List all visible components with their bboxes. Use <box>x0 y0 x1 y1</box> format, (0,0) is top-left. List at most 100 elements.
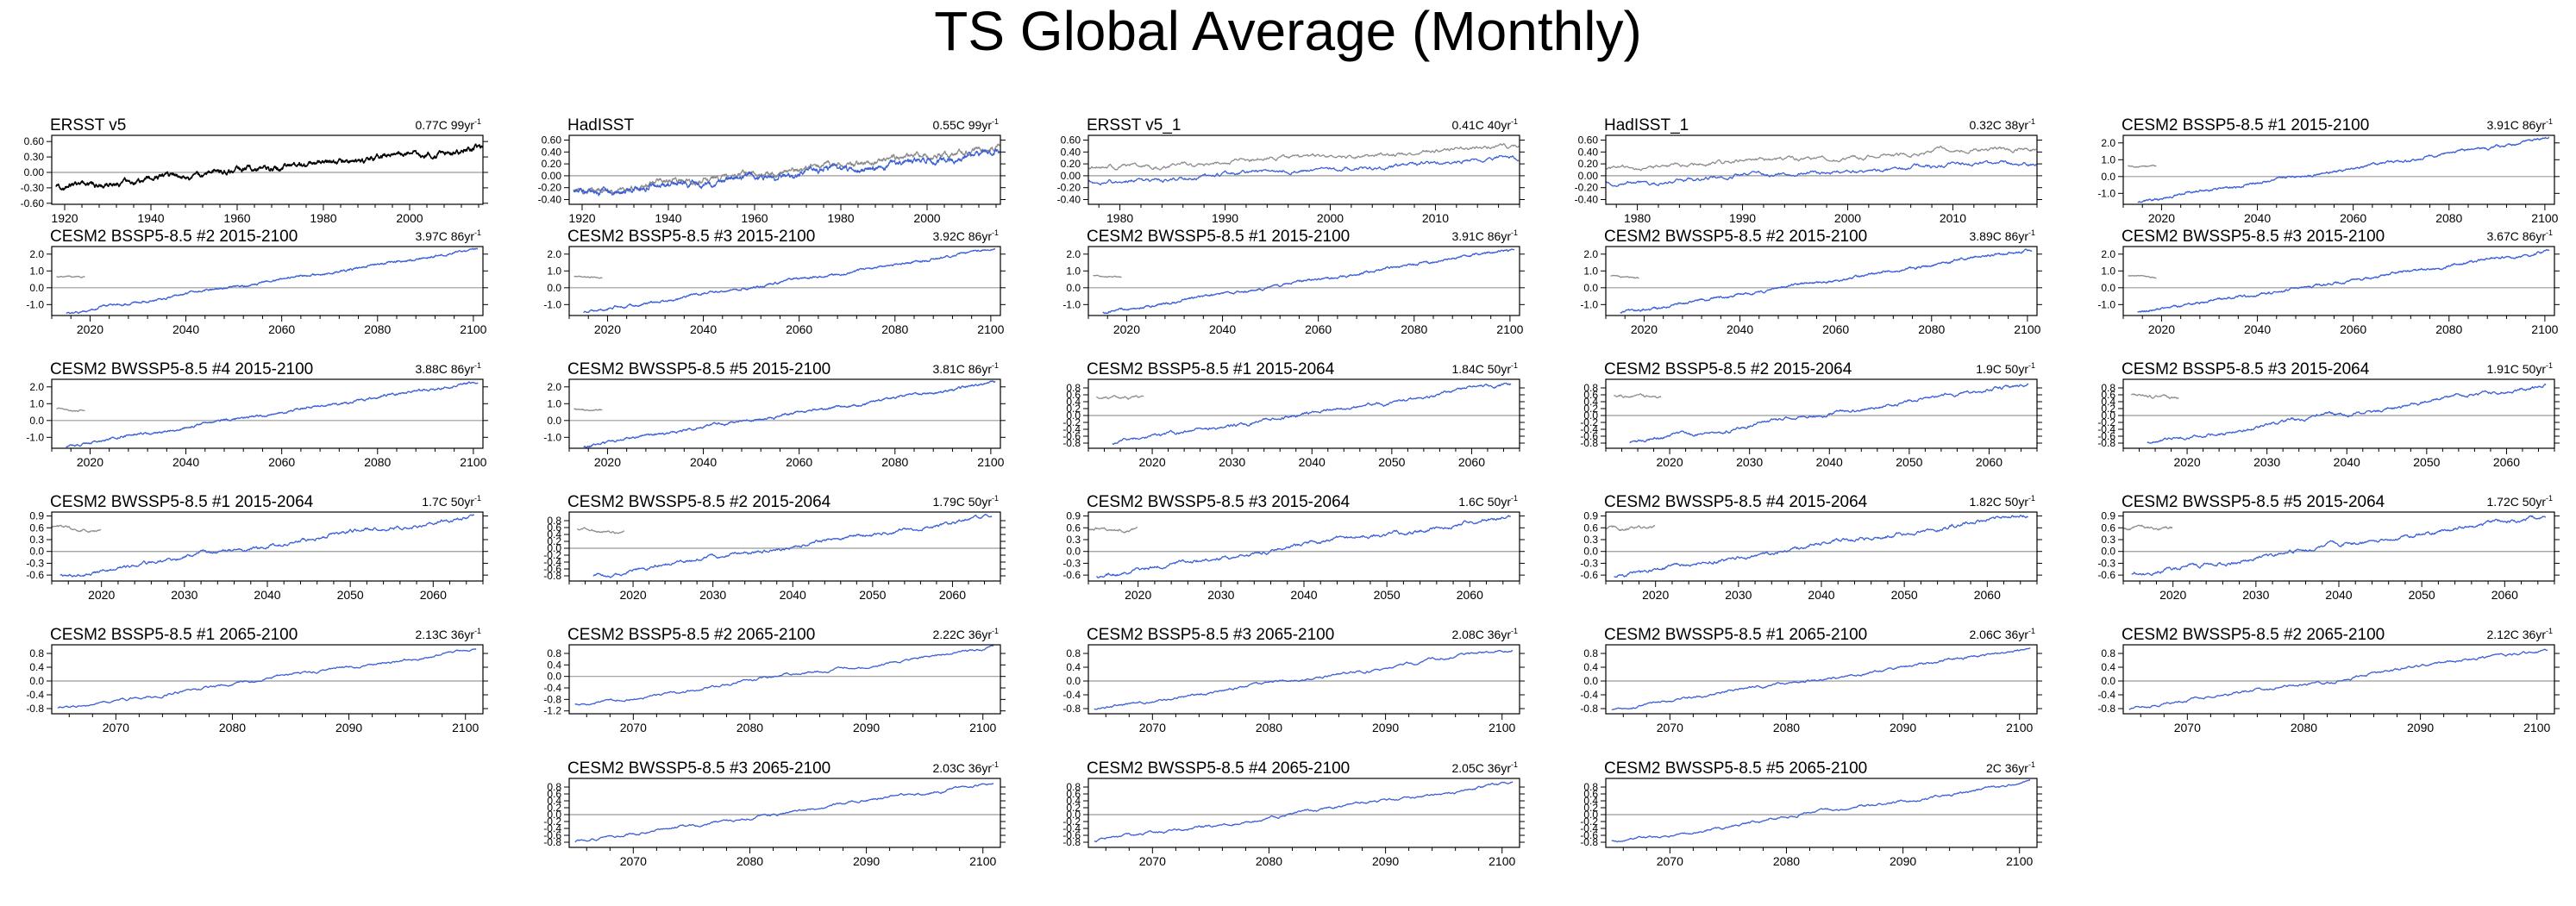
x-tick-label: 2060 <box>2340 322 2366 336</box>
plot-frame <box>568 644 1001 715</box>
trend-label: 0.32C 38yr-1 <box>1970 117 2036 132</box>
y-tick-label: 0.0 <box>29 546 44 558</box>
y-tick-label: 0.60 <box>542 134 562 147</box>
panel-12: CESM2 BWSSP5-8.5 #5 2015-2100 3.81C 86yr-… <box>543 360 1006 469</box>
x-tick-label: 2100 <box>460 322 486 336</box>
x-tick-label: 2100 <box>2014 322 2040 336</box>
x-tick-label: 1990 <box>1729 211 1756 225</box>
x-tick-label: 2040 <box>1209 322 1236 336</box>
y-tick-label: 2.0 <box>29 381 44 393</box>
y-tick-label: 0.8 <box>2101 647 2115 659</box>
y-tick-label: -1.0 <box>543 298 561 310</box>
y-tick-label: -0.6 <box>1580 829 1598 841</box>
y-tick-label: 0.4 <box>1066 795 1081 807</box>
x-tick-label: 2090 <box>853 721 880 734</box>
plot-frame <box>51 134 484 205</box>
y-tick-label: 0.20 <box>1578 158 1599 170</box>
x-tick-label: 2020 <box>1138 455 1165 469</box>
y-tick-label: 0.0 <box>2101 546 2115 558</box>
y-tick-label: -0.3 <box>1062 557 1081 569</box>
panel-title: CESM2 BWSSP5-8.5 #4 2065-2100 <box>1087 759 1350 778</box>
y-tick-label: -0.2 <box>1580 815 1598 828</box>
series-line-ref <box>1088 142 1520 171</box>
trend-label: 2.03C 36yr-1 <box>933 760 1000 775</box>
y-tick-label: -0.8 <box>1580 437 1598 449</box>
x-tick-label: 2050 <box>1896 455 1922 469</box>
panel-title: CESM2 BSSP5-8.5 #3 2015-2100 <box>567 228 815 246</box>
x-tick-label: 2020 <box>1125 588 1151 602</box>
x-tick-label: 2100 <box>2531 211 2558 225</box>
y-tick-label: -1.0 <box>26 431 44 443</box>
y-tick-label: 2.0 <box>547 381 561 393</box>
y-tick-label: 0.0 <box>2101 171 2115 183</box>
series-line-model <box>60 514 475 578</box>
plot-frame <box>568 511 1001 582</box>
x-tick-label: 2060 <box>786 455 812 469</box>
y-tick-label: -0.3 <box>26 557 44 569</box>
x-tick-label: 2060 <box>786 322 812 336</box>
y-tick-label: 0.6 <box>1066 522 1081 534</box>
x-tick-label: 2040 <box>690 322 717 336</box>
plot-frame <box>1087 378 1520 449</box>
plot-frame <box>1605 134 2038 205</box>
x-tick-label: 2090 <box>1372 854 1399 868</box>
y-tick-label: 0.0 <box>1583 546 1598 558</box>
y-tick-label: 0.2 <box>1066 403 1081 415</box>
y-tick-label: -0.6 <box>2097 430 2115 442</box>
series-line-ref <box>1614 393 1662 399</box>
x-tick-label: 2090 <box>2407 721 2434 734</box>
y-tick-label: -0.6 <box>1062 829 1081 841</box>
x-tick-label: 2060 <box>268 322 295 336</box>
plot-frame <box>1605 246 2038 316</box>
x-tick-label: 2030 <box>171 588 197 602</box>
series-line-ref <box>51 524 102 534</box>
y-tick-label: 0.00 <box>1578 170 1599 182</box>
y-tick-label: -0.6 <box>1062 430 1081 442</box>
series-line-model <box>1614 515 2029 578</box>
series-line-ref <box>1087 527 1138 534</box>
y-tick-label: 0.00 <box>1061 170 1081 182</box>
x-tick-label: 2100 <box>460 455 486 469</box>
trend-label: 3.67C 86yr-1 <box>2487 228 2554 243</box>
x-tick-label: 2050 <box>859 588 886 602</box>
y-tick-label: 0.4 <box>2101 396 2115 408</box>
panel-15: CESM2 BSSP5-8.5 #3 2015-2064 1.91C 50yr-1… <box>2097 360 2560 469</box>
y-tick-label: 0.8 <box>2101 382 2115 394</box>
plot-frame <box>1087 778 1520 848</box>
y-tick-label: -0.4 <box>1062 689 1081 701</box>
x-tick-label: 2080 <box>2435 322 2462 336</box>
panel-2: HadISST 0.55C 99yr-1 0.600.400.200.00-0.20… <box>538 116 1006 225</box>
x-tick-label: 2070 <box>1139 721 1166 734</box>
panel-title: ERSST v5_1 <box>1087 116 1181 134</box>
series-line-ref <box>1095 395 1144 400</box>
panel-title: CESM2 BWSSP5-8.5 #2 2015-2100 <box>1604 228 1867 246</box>
y-tick-label: -0.4 <box>1062 822 1081 834</box>
x-tick-label: 2080 <box>364 322 391 336</box>
y-tick-label: 1.0 <box>547 397 561 409</box>
panel-title: CESM2 BWSSP5-8.5 #5 2015-2064 <box>2122 493 2385 511</box>
y-tick-label: -0.4 <box>26 689 44 701</box>
y-tick-label: 0.4 <box>29 661 44 673</box>
y-tick-label: -0.4 <box>2097 689 2115 701</box>
series-line-ref <box>1610 274 1639 279</box>
x-tick-label: 2020 <box>2148 211 2175 225</box>
plot-frame <box>51 378 484 449</box>
x-tick-label: 2080 <box>1773 721 1800 734</box>
x-tick-label: 2080 <box>364 455 391 469</box>
panel-title: CESM2 BWSSP5-8.5 #3 2015-2064 <box>1087 493 1351 511</box>
panel-title: CESM2 BWSSP5-8.5 #2 2015-2064 <box>567 493 831 511</box>
trend-label: 2C 36yr-1 <box>1986 760 2035 775</box>
x-tick-label: 2030 <box>1725 588 1752 602</box>
x-tick-label: 2020 <box>2148 322 2175 336</box>
panel-5: CESM2 BSSP5-8.5 #1 2015-2100 3.91C 86yr-1… <box>2097 116 2560 225</box>
panel-title: CESM2 BSSP5-8.5 #1 2065-2100 <box>50 626 298 644</box>
y-tick-label: 0.8 <box>1066 781 1081 793</box>
x-tick-label: 2080 <box>881 322 908 336</box>
y-tick-label: -0.8 <box>1062 836 1081 848</box>
trend-label: 1.79C 50yr-1 <box>933 494 1000 509</box>
panel-title: CESM2 BSSP5-8.5 #2 2015-2064 <box>1604 360 1852 378</box>
panel-title: HadISST <box>567 116 634 134</box>
x-tick-label: 2010 <box>1422 211 1449 225</box>
y-tick-label: 0.9 <box>29 510 44 522</box>
x-tick-label: 2080 <box>2435 211 2462 225</box>
